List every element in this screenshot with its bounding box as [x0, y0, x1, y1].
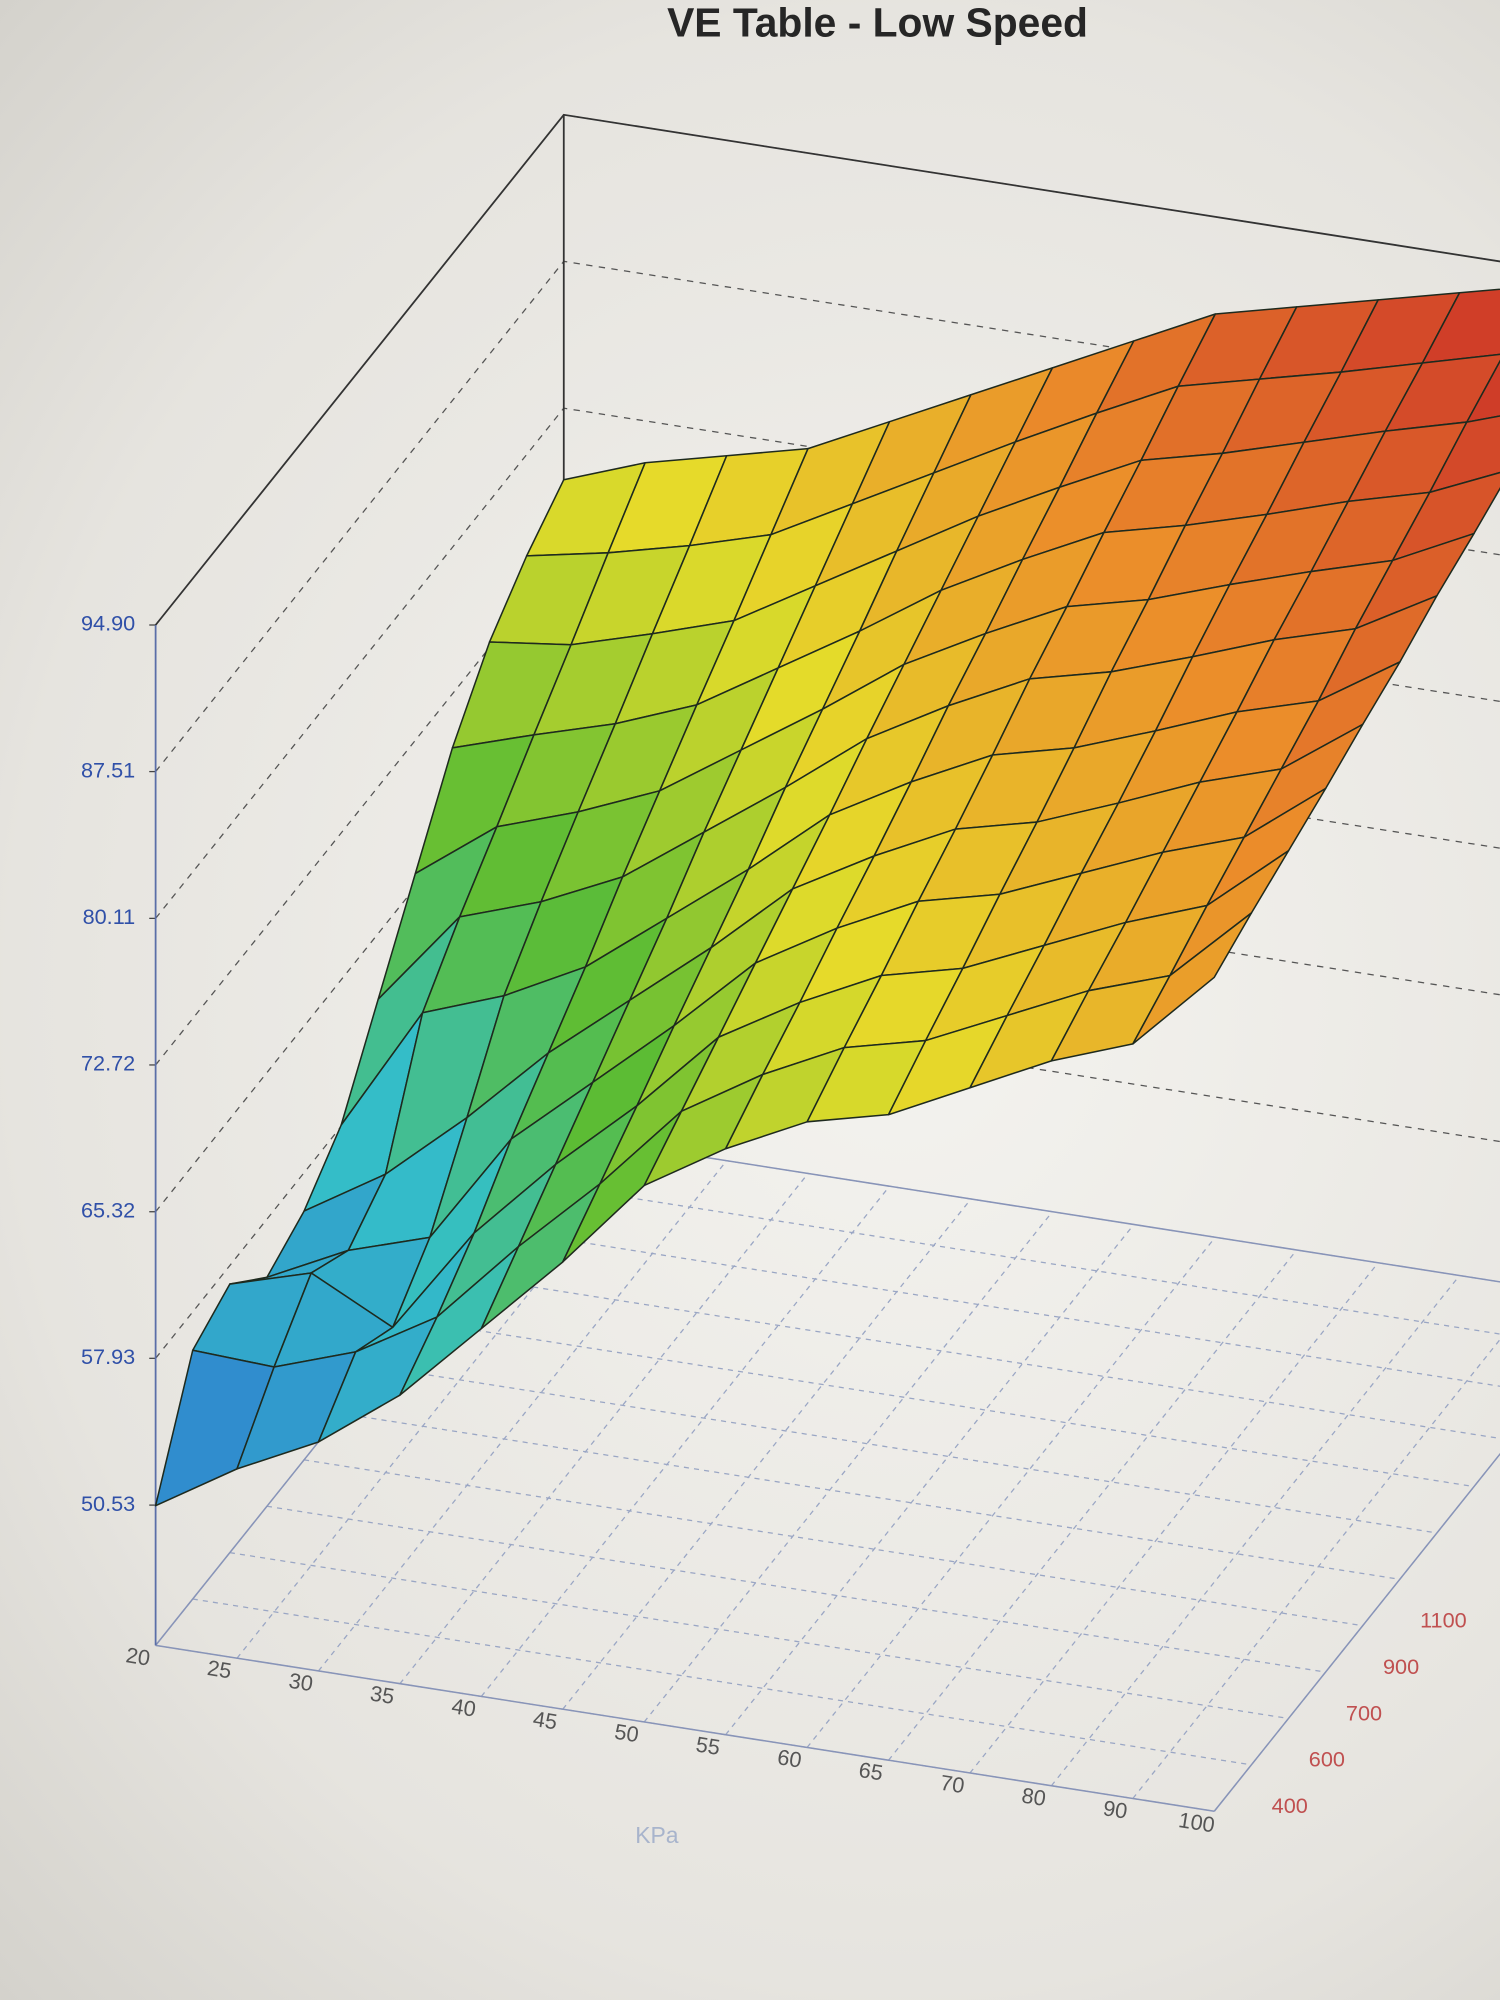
z-tick-label: 80.11 — [83, 904, 136, 929]
x-tick-label: 50 — [613, 1719, 641, 1747]
z-tick-label: 57.93 — [81, 1344, 135, 1369]
x-tick-label: 80 — [1020, 1783, 1048, 1811]
floor-grid-line — [303, 1459, 1363, 1627]
floor-grid-line — [452, 1273, 1500, 1440]
floor-grid-line — [1213, 1453, 1500, 1812]
floor-grid-line — [562, 1198, 972, 1710]
x-tick-label: 30 — [287, 1668, 315, 1696]
floor-grid-line — [489, 1227, 1500, 1387]
surface-cell — [1466, 359, 1500, 423]
floor-grid-line — [341, 1412, 1400, 1580]
x-tick-label: 20 — [124, 1642, 152, 1670]
floor-grid-line — [399, 1173, 809, 1685]
z-tick-label: 94.90 — [81, 611, 135, 636]
surface-cell — [1132, 912, 1253, 1045]
floor-grid-line — [643, 1211, 1053, 1723]
x-tick-label: 70 — [939, 1770, 967, 1798]
floor-grid-line — [969, 1262, 1379, 1774]
x-axis-label: KPa — [635, 1822, 679, 1848]
floor-edge — [155, 1644, 1215, 1812]
x-tick-label: 25 — [206, 1655, 234, 1683]
floor-grid-line — [725, 1224, 1135, 1736]
x-tick-label: 45 — [531, 1706, 559, 1734]
x-tick-label: 90 — [1101, 1795, 1129, 1823]
floor-edge — [1213, 1452, 1500, 1812]
z-tick-label: 87.51 — [81, 757, 135, 782]
box-edge — [154, 113, 1500, 626]
y-tick-label: 1100 — [1420, 1608, 1467, 1633]
x-tick-label: 35 — [368, 1680, 396, 1708]
floor-grid-line — [888, 1249, 1298, 1761]
floor-edge — [563, 1134, 1500, 1283]
x-tick-label: 100 — [1177, 1807, 1217, 1837]
floor-grid-line — [317, 1160, 728, 1672]
z-tick-label: 65.32 — [81, 1197, 135, 1222]
x-tick-label: 65 — [857, 1757, 885, 1785]
floor-grid-line — [526, 1180, 1500, 1335]
y-tick-label: 700 — [1346, 1700, 1382, 1725]
x-tick-label: 40 — [450, 1693, 478, 1721]
y-tick-label: 600 — [1309, 1747, 1345, 1772]
floor-grid-line — [480, 1185, 891, 1697]
floor-grid-line — [563, 1134, 1500, 1283]
z-tick-label: 72.72 — [81, 1051, 135, 1076]
floor-grid-line — [1132, 1338, 1500, 1799]
y-tick-label: 900 — [1383, 1654, 1419, 1679]
z-tick-label: 50.53 — [81, 1491, 135, 1516]
x-tick-label: 60 — [776, 1744, 804, 1772]
floor-grid-line — [1050, 1275, 1461, 1787]
x-tick-label: 55 — [694, 1731, 722, 1759]
floor-grid-line — [806, 1236, 1216, 1748]
y-tick-label: 400 — [1272, 1793, 1308, 1818]
chart-title: VE Table - Low Speed — [667, 0, 1088, 45]
